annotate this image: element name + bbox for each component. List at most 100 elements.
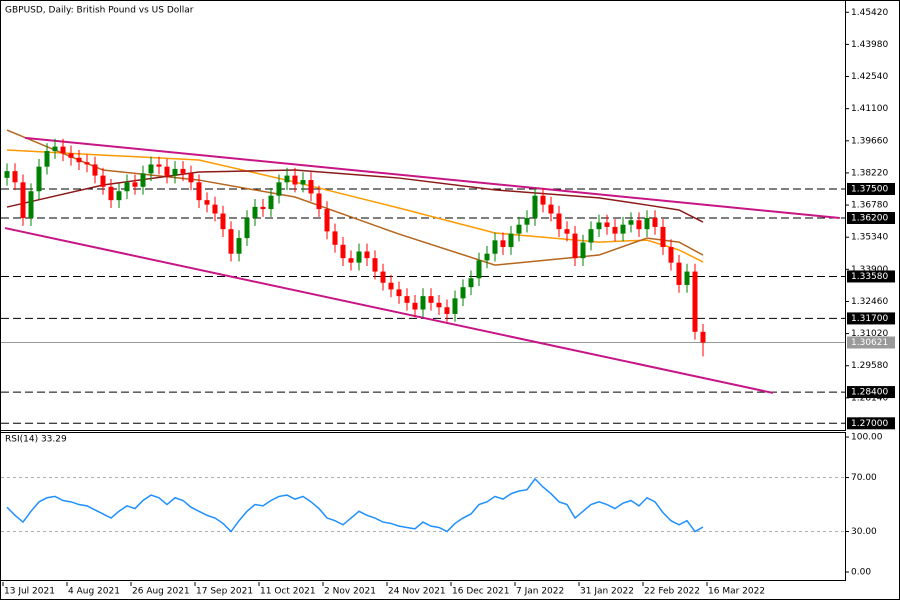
candle-body	[460, 287, 466, 299]
candle-body	[108, 186, 114, 201]
candle-body	[636, 220, 642, 230]
x-tick-label: 4 Aug 2021	[68, 587, 120, 597]
candle-body	[660, 226, 666, 248]
candle-body	[652, 218, 658, 227]
candle-body	[500, 240, 506, 248]
candle-body	[156, 164, 162, 167]
current-price-box	[847, 336, 895, 349]
candle-body	[300, 180, 306, 185]
y-tick-label: 1.32460	[851, 297, 888, 307]
candle-body	[388, 282, 394, 290]
candle-body	[140, 173, 146, 187]
candle-body	[436, 302, 442, 308]
x-tick-label: 11 Oct 2021	[260, 587, 316, 597]
y-tick-label: 1.28140	[851, 393, 888, 403]
candle-body	[36, 166, 42, 192]
x-tick-label: 16 Dec 2021	[452, 587, 510, 597]
y-tick-label: 1.38220	[851, 168, 888, 178]
price-panel	[0, 0, 846, 431]
candle-body	[676, 262, 682, 285]
trendline	[4, 227, 774, 394]
x-tick-label: 13 Jul 2021	[4, 587, 55, 597]
candle-body	[692, 271, 698, 332]
candle-body	[164, 166, 170, 176]
candle-body	[356, 251, 362, 263]
y-tick-label: 70.00	[851, 473, 877, 483]
candle-body	[284, 175, 290, 183]
x-tick-label: 2 Nov 2021	[324, 587, 376, 597]
y-tick-label: 1.36780	[851, 201, 888, 211]
candle-body	[444, 307, 450, 314]
level-label-box	[847, 212, 895, 225]
candle-body	[212, 204, 218, 214]
candle-body	[220, 213, 226, 230]
x-tick-label: 24 Nov 2021	[388, 587, 446, 597]
candle-body	[556, 213, 562, 230]
candle-body	[476, 260, 482, 279]
candle-body	[420, 296, 426, 310]
y-tick-label: 1.31020	[851, 329, 888, 339]
candle-body	[84, 162, 90, 165]
candle-body	[92, 164, 98, 176]
candle-body	[468, 278, 474, 288]
candle-body	[116, 191, 122, 201]
y-tick-label: 1.33900	[851, 265, 888, 275]
candle-body	[12, 171, 18, 183]
candle-body	[532, 195, 538, 219]
level-label-box	[847, 386, 895, 399]
candle-body	[452, 298, 458, 314]
candle-body	[412, 302, 418, 310]
y-tick-label: 1.42540	[851, 72, 888, 82]
candle-body	[172, 168, 178, 176]
candle-body	[100, 175, 106, 187]
level-label-box	[847, 312, 895, 325]
candle-body	[604, 222, 610, 227]
candle-body	[564, 229, 570, 234]
level-label: 1.37500	[851, 184, 888, 194]
candle-body	[372, 258, 378, 272]
candle-body	[380, 271, 386, 283]
level-label: 1.28400	[851, 388, 888, 398]
candle-body	[668, 247, 674, 263]
candle-body	[252, 206, 258, 219]
candle-body	[508, 233, 514, 248]
level-label: 1.33580	[851, 272, 888, 282]
x-tick-label: 17 Sep 2021	[196, 587, 253, 597]
candle-body	[364, 251, 370, 259]
level-label-box	[847, 270, 895, 283]
trendline	[24, 136, 840, 219]
candle-body	[516, 224, 522, 234]
x-tick-label: 16 Mar 2022	[708, 587, 765, 597]
current-price-label: 1.30621	[851, 338, 888, 348]
y-tick-label: 1.29580	[851, 361, 888, 371]
candle-body	[28, 191, 34, 219]
candle-body	[44, 151, 50, 167]
candle-body	[428, 296, 434, 303]
candle-body	[68, 153, 74, 158]
candle-body	[540, 195, 546, 205]
candle-body	[236, 238, 242, 254]
candle-body	[260, 206, 266, 210]
candle-body	[492, 240, 498, 254]
candle-body	[124, 182, 130, 192]
candle-body	[348, 258, 354, 263]
candle-body	[588, 229, 594, 243]
candle-body	[620, 224, 626, 234]
candle-body	[4, 171, 10, 178]
x-tick-label: 7 Jan 2022	[516, 587, 564, 597]
candle-body	[548, 204, 554, 214]
candle-body	[204, 200, 210, 205]
candle-body	[60, 146, 66, 154]
candle-body	[484, 253, 490, 261]
level-label-box	[847, 182, 895, 195]
level-label: 1.31700	[851, 314, 888, 324]
y-tick-label: 1.35340	[851, 233, 888, 243]
candle-body	[132, 182, 138, 187]
y-tick-label: 30.00	[851, 527, 877, 537]
candle-body	[644, 218, 650, 230]
candle-body	[228, 229, 234, 254]
x-tick-label: 22 Feb 2022	[644, 587, 700, 597]
candle-body	[292, 175, 298, 185]
y-tick-label: 1.45420	[851, 8, 888, 18]
